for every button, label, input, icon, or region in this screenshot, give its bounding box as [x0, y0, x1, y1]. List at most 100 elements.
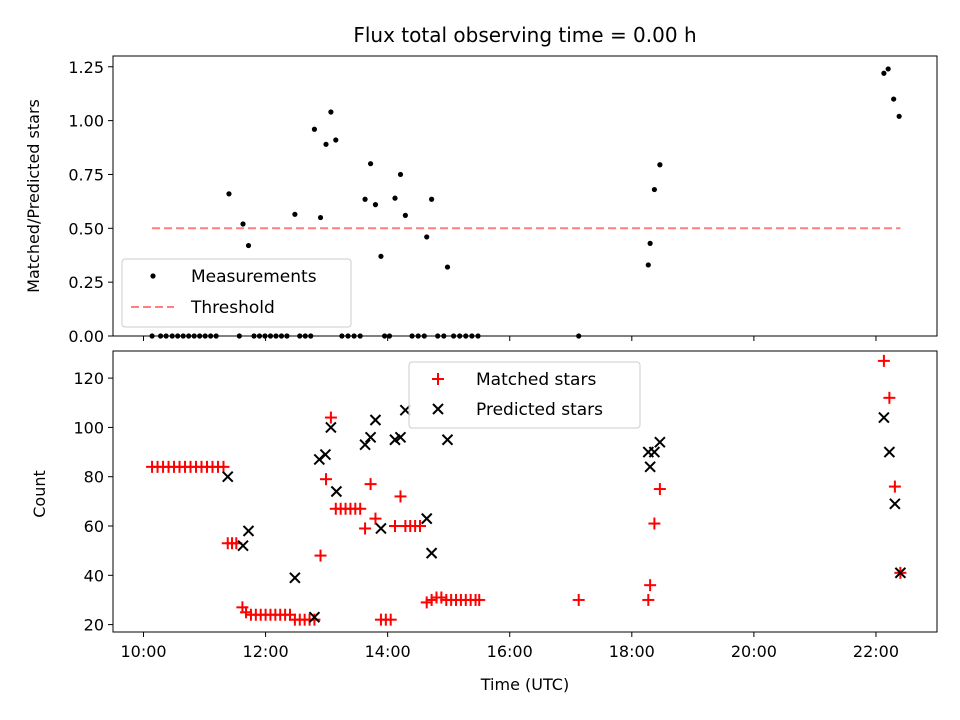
bottom-ytick-label: 60 — [84, 517, 104, 536]
predicted-point — [648, 446, 661, 458]
bottom-xlabel: Time (UTC) — [480, 675, 569, 694]
predicted-point — [364, 431, 377, 443]
measurement-point — [372, 202, 379, 208]
predicted-point — [894, 567, 907, 579]
matched-point — [320, 473, 333, 486]
predicted-point — [644, 461, 656, 473]
matched-point — [883, 391, 896, 404]
measurement-point — [367, 161, 374, 167]
top-ytick-label: 0.50 — [68, 219, 104, 238]
measurement-point — [896, 113, 902, 119]
measurement-point — [362, 196, 368, 202]
top-ytick-label: 1.00 — [68, 112, 104, 131]
matched-point — [888, 480, 901, 493]
bottom-ytick-label: 40 — [84, 566, 104, 585]
matched-point — [642, 593, 655, 606]
predicted-point — [889, 498, 901, 510]
measurement-point — [651, 186, 657, 193]
bottom-xtick-label: 20:00 — [731, 642, 777, 661]
measurement-point — [311, 126, 318, 132]
measurement-point — [891, 96, 897, 102]
predicted-point — [289, 572, 301, 584]
measurement-point — [444, 264, 451, 270]
matched-point — [308, 613, 321, 626]
top-ytick-label: 0.75 — [68, 165, 104, 184]
predicted-point — [242, 525, 255, 537]
measurement-point — [881, 70, 887, 76]
matched-point — [653, 483, 666, 496]
predicted-point — [883, 446, 896, 458]
matched-point — [388, 520, 401, 533]
legend-matched-label: Matched stars — [476, 370, 596, 390]
bottom-legend: Matched stars Predicted stars — [408, 361, 641, 429]
chart-title: Flux total observing time = 0.00 h — [353, 23, 696, 47]
matched-point — [384, 613, 397, 626]
predicted-point — [237, 540, 249, 552]
predicted-point — [359, 438, 371, 451]
matched-point — [648, 517, 661, 530]
legend-measurements-label: Measurements — [191, 267, 317, 287]
matched-point — [644, 579, 657, 592]
measurement-point — [378, 253, 384, 259]
matched-point — [394, 490, 407, 503]
bottom-ytick-label: 20 — [84, 616, 104, 635]
top-legend-box — [121, 258, 352, 328]
bottom-xtick-label: 22:00 — [853, 642, 899, 661]
top-ylabel: Matched/Predicted stars — [24, 99, 43, 293]
measurement-point — [392, 195, 398, 201]
top-panel: 0.00 0.25 0.50 0.75 1.00 1.25 Matched/Predict… — [24, 55, 938, 346]
measurement-point — [429, 196, 435, 202]
measurement-point — [647, 240, 653, 246]
top-ytick-label: 0.25 — [68, 273, 104, 292]
measurement-point — [885, 66, 891, 72]
matched-point — [414, 520, 427, 533]
bottom-ytick-label: 120 — [73, 369, 104, 388]
matched-point — [364, 478, 377, 491]
bottom-axes-frame — [112, 350, 938, 633]
measurement-point — [245, 242, 252, 249]
measurement-point — [333, 137, 339, 143]
predicted-point — [222, 471, 234, 483]
bottom-panel: 20 40 60 80 100 120 10:00 12:00 14:00 16:00 18:00 2… — [30, 350, 938, 694]
bottom-ylabel: Count — [30, 470, 49, 518]
measurement-point — [328, 109, 334, 115]
matched-point — [359, 522, 372, 535]
measurement-point — [645, 262, 651, 268]
top-ytick-label: 0.00 — [68, 327, 104, 346]
measurement-point — [317, 214, 324, 221]
measurement-point — [292, 211, 298, 217]
predicted-point — [325, 421, 337, 434]
matched-point — [877, 354, 890, 367]
measurement-point — [240, 221, 246, 227]
matched-point — [354, 502, 367, 515]
bottom-ytick-label: 80 — [84, 468, 104, 487]
measurement-point — [323, 141, 329, 147]
predicted-point — [330, 485, 343, 498]
matched-point — [324, 411, 337, 424]
matched-point — [314, 549, 327, 562]
measurement-point — [424, 234, 430, 240]
predicted-point — [878, 411, 890, 424]
bottom-ytick-label: 100 — [73, 418, 104, 437]
measurement-point — [657, 162, 663, 168]
bottom-legend-box — [408, 361, 641, 429]
top-axes-frame — [112, 55, 938, 337]
matched-point — [369, 512, 382, 525]
predicted-point — [308, 611, 321, 623]
predicted-point — [421, 512, 433, 525]
legend-measurements-marker — [150, 273, 156, 279]
measurement-point — [397, 171, 404, 178]
predicted-point — [375, 522, 387, 535]
measurement-point — [402, 212, 408, 218]
bottom-xtick-label: 14:00 — [365, 642, 411, 661]
measurement-point — [226, 191, 232, 197]
legend-threshold-label: Threshold — [190, 298, 275, 318]
predicted-point — [654, 436, 666, 448]
predicted-point — [425, 547, 438, 559]
predicted-point — [394, 431, 407, 443]
legend-matched-marker — [432, 373, 444, 385]
matched-point — [473, 593, 486, 606]
matched-point — [217, 460, 230, 473]
